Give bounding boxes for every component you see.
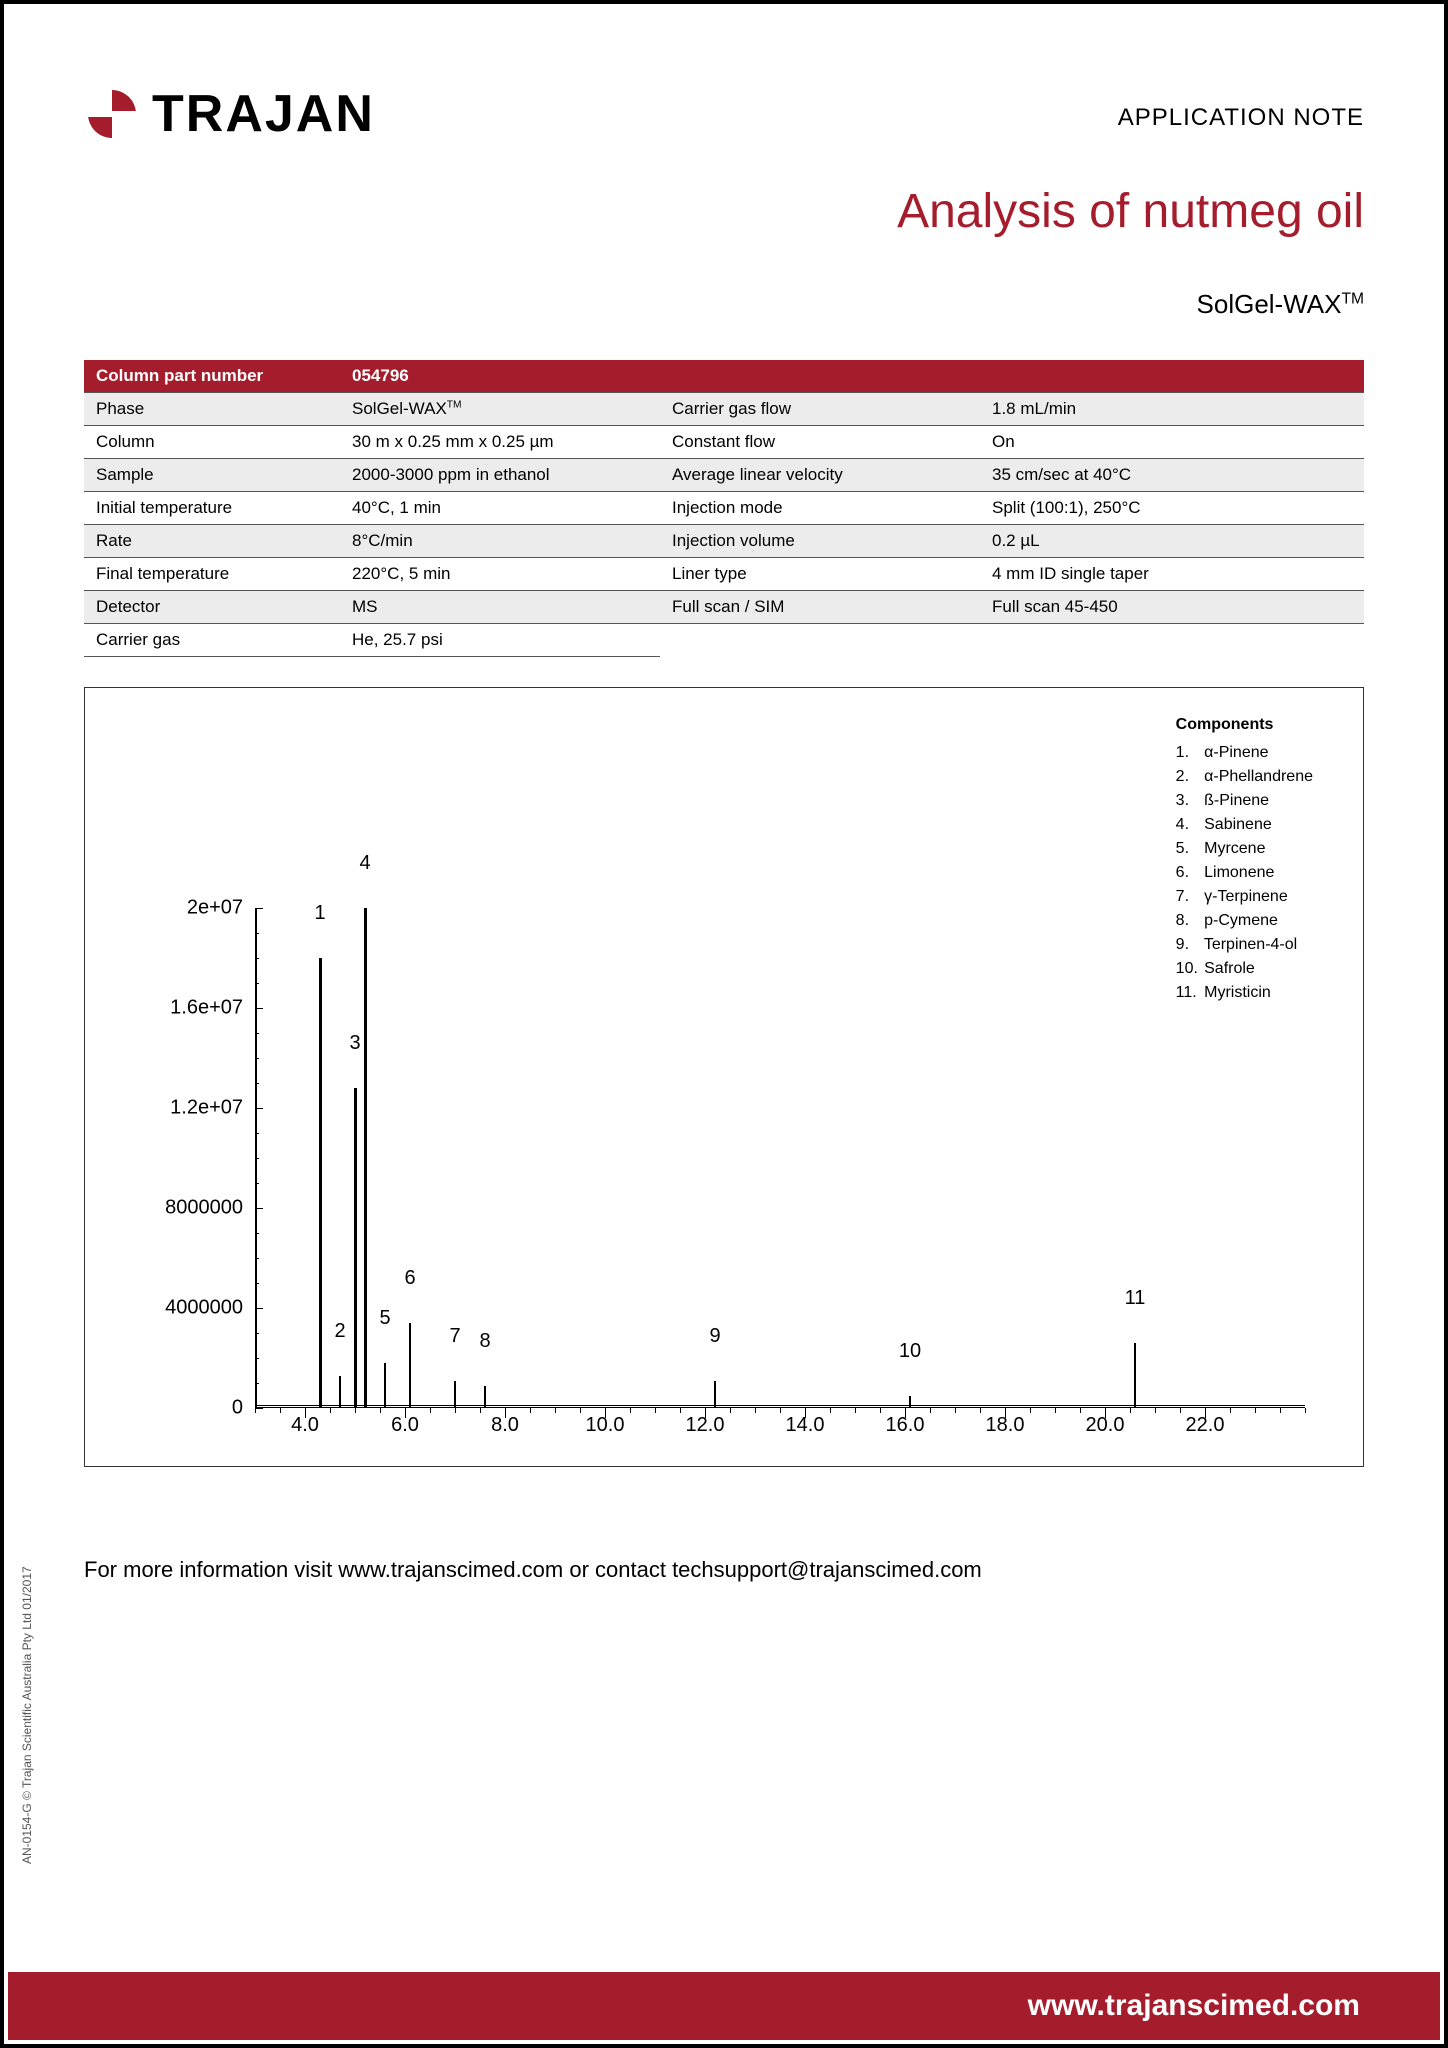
footer-info-text: For more information visit www.trajansci…	[84, 1557, 1364, 1583]
chromatogram-peak	[484, 1386, 486, 1409]
component-item: 3. ß-Pinene	[1176, 789, 1313, 813]
table-row: Final temperature220°C, 5 minLiner type4…	[84, 558, 1364, 591]
chromatogram-peak	[454, 1381, 456, 1409]
chromatogram-container: Components 1. α-Pinene2. α-Phellandrene3…	[84, 687, 1364, 1467]
peak-label: 8	[479, 1330, 490, 1357]
peak-label: 9	[709, 1325, 720, 1352]
component-item: 7. γ-Terpinene	[1176, 885, 1313, 909]
y-axis-label: 1.2e+07	[170, 1097, 255, 1120]
table-cell: He, 25.7 psi	[340, 624, 660, 657]
peak-label: 10	[899, 1340, 921, 1367]
table-row: Rate8°C/minInjection volume0.2 µL	[84, 525, 1364, 558]
chromatogram-peak	[714, 1381, 716, 1409]
peak-label: 7	[449, 1325, 460, 1352]
peak-label: 1	[314, 902, 325, 929]
brand-logo: TRAJAN	[84, 84, 375, 144]
subtitle-text: SolGel-WAX	[1197, 289, 1342, 319]
table-cell: Final temperature	[84, 558, 340, 591]
chromatogram-peak	[1134, 1343, 1136, 1408]
y-axis-label: 1.6e+07	[170, 997, 255, 1020]
table-cell: Sample	[84, 459, 340, 492]
y-axis-label: 8000000	[165, 1197, 255, 1220]
chromatogram-peak	[409, 1323, 411, 1408]
table-cell: Carrier gas flow	[660, 393, 980, 426]
table-cell: 2000-3000 ppm in ethanol	[340, 459, 660, 492]
table-cell: 8°C/min	[340, 525, 660, 558]
table-cell: Full scan / SIM	[660, 591, 980, 624]
table-header-row: Column part number 054796	[84, 360, 1364, 393]
peak-label: 11	[1125, 1287, 1146, 1314]
chromatogram-peak	[384, 1363, 386, 1408]
table-cell	[980, 624, 1364, 657]
peak-label: 2	[334, 1320, 345, 1347]
peak-label: 4	[359, 852, 370, 879]
peak-label: 3	[349, 1032, 360, 1059]
peak-label: 5	[379, 1307, 390, 1334]
table-cell: Rate	[84, 525, 340, 558]
table-cell: 35 cm/sec at 40°C	[980, 459, 1364, 492]
table-cell: 220°C, 5 min	[340, 558, 660, 591]
header-value: 054796	[340, 360, 1364, 393]
table-cell: Initial temperature	[84, 492, 340, 525]
table-row: Column30 m x 0.25 mm x 0.25 µmConstant f…	[84, 426, 1364, 459]
footer-url: www.trajanscimed.com	[1028, 1989, 1360, 2023]
component-item: 2. α-Phellandrene	[1176, 765, 1313, 789]
document-type: APPLICATION NOTE	[1118, 104, 1364, 132]
component-item: 1. α-Pinene	[1176, 741, 1313, 765]
table-cell: Carrier gas	[84, 624, 340, 657]
table-cell: Liner type	[660, 558, 980, 591]
chromatogram-peak	[364, 908, 367, 1408]
table-cell: Full scan 45-450	[980, 591, 1364, 624]
table-cell: Average linear velocity	[660, 459, 980, 492]
table-row: Initial temperature40°C, 1 minInjection …	[84, 492, 1364, 525]
table-row: Sample2000-3000 ppm in ethanolAverage li…	[84, 459, 1364, 492]
table-cell	[660, 624, 980, 657]
chromatogram-plot: 0400000080000001.2e+071.6e+072e+074.06.0…	[255, 908, 1305, 1408]
table-cell: Constant flow	[660, 426, 980, 459]
table-cell: 30 m x 0.25 mm x 0.25 µm	[340, 426, 660, 459]
component-item: 5. Myrcene	[1176, 837, 1313, 861]
chromatogram-peak	[909, 1396, 911, 1409]
table-cell: Phase	[84, 393, 340, 426]
table-row: DetectorMSFull scan / SIMFull scan 45-45…	[84, 591, 1364, 624]
peak-label: 6	[404, 1267, 415, 1294]
table-cell: SolGel-WAXTM	[340, 393, 660, 426]
table-cell: Injection volume	[660, 525, 980, 558]
subtitle: SolGel-WAXTM	[84, 289, 1364, 320]
table-cell: 1.8 mL/min	[980, 393, 1364, 426]
component-item: 6. Limonene	[1176, 861, 1313, 885]
table-cell: On	[980, 426, 1364, 459]
y-axis-label: 2e+07	[187, 897, 255, 920]
chromatogram-peak	[319, 958, 322, 1408]
table-cell: Detector	[84, 591, 340, 624]
table-cell: 40°C, 1 min	[340, 492, 660, 525]
table-cell: 0.2 µL	[980, 525, 1364, 558]
brand-name: TRAJAN	[152, 84, 375, 144]
y-axis-label: 0	[232, 1397, 255, 1420]
footer-bar: www.trajanscimed.com	[8, 1972, 1440, 2040]
chromatogram-peak	[339, 1376, 341, 1409]
table-row: Carrier gasHe, 25.7 psi	[84, 624, 1364, 657]
parameters-table: Column part number 054796 PhaseSolGel-WA…	[84, 360, 1364, 657]
component-item: 4. Sabinene	[1176, 813, 1313, 837]
table-cell: 4 mm ID single taper	[980, 558, 1364, 591]
tm-mark: TM	[1341, 290, 1364, 307]
table-cell: Column	[84, 426, 340, 459]
trajan-logo-icon	[84, 86, 140, 142]
header-label: Column part number	[84, 360, 340, 393]
y-axis-label: 4000000	[165, 1297, 255, 1320]
chromatogram-peak	[354, 1088, 357, 1408]
table-row: PhaseSolGel-WAXTMCarrier gas flow1.8 mL/…	[84, 393, 1364, 426]
components-title: Components	[1176, 713, 1313, 737]
table-cell: Injection mode	[660, 492, 980, 525]
header: TRAJAN APPLICATION NOTE	[84, 84, 1364, 144]
copyright-text: AN-0154-G © Trajan Scientific Australia …	[20, 1566, 34, 1864]
table-cell: Split (100:1), 250°C	[980, 492, 1364, 525]
page-title: Analysis of nutmeg oil	[84, 184, 1364, 239]
table-cell: MS	[340, 591, 660, 624]
